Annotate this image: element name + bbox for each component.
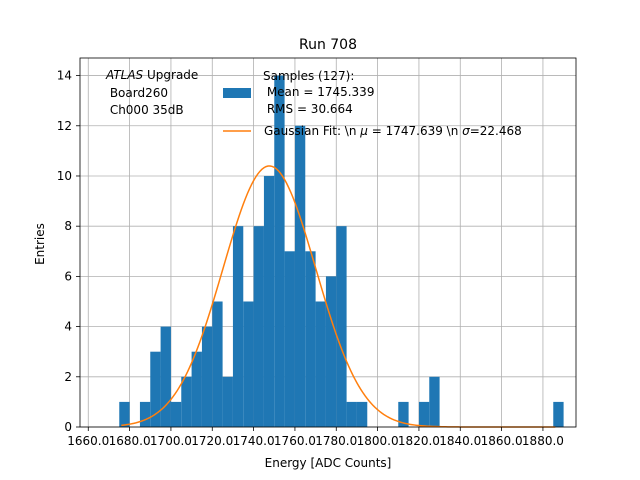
histogram-bar — [294, 125, 306, 427]
x-tick-label: 1880.0 — [522, 434, 564, 448]
histogram-bar — [274, 75, 285, 428]
histogram-bar — [119, 401, 130, 427]
legend-fit-mu: μ — [359, 124, 368, 138]
histogram-bar — [253, 226, 264, 427]
annotation-line-2: Board260 — [106, 86, 168, 100]
legend-histogram-line-1: Samples (127): — [263, 69, 354, 83]
x-tick-label: 1760.0 — [274, 434, 316, 448]
y-axis-ticks: 0 2 4 6 8 10 12 14 — [57, 69, 80, 434]
y-tick-label: 6 — [64, 269, 72, 283]
histogram-bar — [201, 326, 213, 427]
x-tick-label: 1860.0 — [481, 434, 523, 448]
x-axis-ticks: 1660.0 1680.0 1700.0 1720.0 1740.0 1760.0 1780… — [67, 427, 564, 448]
y-tick-label: 10 — [57, 169, 72, 183]
annotation-line-3: Ch000 35dB — [106, 103, 184, 117]
y-tick-label: 12 — [57, 119, 72, 133]
histogram-bar — [139, 401, 151, 427]
y-tick-label: 2 — [64, 370, 72, 384]
x-tick-label: 1680.0 — [109, 434, 151, 448]
histogram-bar — [553, 401, 564, 427]
atlas-annotation: ATLAS Upgrade Board260 Ch000 35dB — [105, 68, 198, 117]
legend-fit-prefix: Gaussian Fit: \n — [264, 124, 360, 138]
chart-title: Run 708 — [299, 37, 357, 53]
histogram-bar — [212, 301, 223, 427]
x-tick-label: 1840.0 — [439, 434, 481, 448]
histogram-bar — [243, 301, 254, 427]
histogram-bar — [284, 251, 295, 427]
histogram-bar — [418, 401, 430, 427]
histogram-bar — [336, 226, 347, 427]
x-tick-label: 1700.0 — [150, 434, 192, 448]
y-tick-label: 0 — [64, 420, 72, 434]
y-tick-label: 8 — [64, 219, 72, 233]
x-tick-label: 1820.0 — [398, 434, 440, 448]
axes-frame — [79, 57, 577, 428]
histogram-bar — [429, 376, 440, 427]
x-tick-label: 1780.0 — [315, 434, 357, 448]
legend-fit-mid: = 1747.639 \n — [368, 124, 462, 138]
histogram-bar — [181, 376, 192, 427]
histogram-bar — [356, 401, 368, 427]
legend-fit-label: Gaussian Fit: \n μ = 1747.639 \n σ=22.46… — [264, 124, 522, 138]
histogram-bar — [150, 351, 161, 427]
legend: Samples (127): Mean = 1745.339 RMS = 30.… — [223, 69, 522, 138]
legend-fit-end: =22.468 — [470, 124, 522, 138]
histogram-bar — [305, 251, 316, 427]
histogram-bar — [315, 301, 326, 427]
histogram-bar — [222, 376, 233, 427]
x-tick-label: 1740.0 — [233, 434, 275, 448]
x-tick-label: 1720.0 — [191, 434, 233, 448]
histogram-bar — [191, 351, 202, 427]
histogram-bar — [160, 326, 171, 427]
annotation-italic: ATLAS — [105, 68, 144, 82]
histogram-bar — [346, 401, 357, 427]
histogram-bars — [119, 75, 564, 428]
histogram-bar — [170, 401, 182, 427]
histogram-bar — [325, 276, 337, 427]
legend-fit-sigma: σ — [462, 124, 470, 138]
histogram-bar — [398, 401, 409, 427]
x-axis-label: Energy [ADC Counts] — [265, 456, 392, 470]
x-tick-label: 1800.0 — [357, 434, 399, 448]
legend-histogram-swatch — [223, 88, 251, 98]
y-tick-label: 4 — [64, 320, 72, 334]
annotation-line-1-rest: Upgrade — [143, 68, 198, 82]
histogram-bar — [263, 175, 275, 427]
x-tick-label: 1660.0 — [67, 434, 109, 448]
legend-histogram-line-2: Mean = 1745.339 — [263, 85, 374, 99]
y-axis-label: Entries — [33, 223, 47, 265]
histogram-bar — [232, 226, 244, 427]
annotation-line-1: ATLAS Upgrade — [105, 68, 198, 82]
y-tick-label: 14 — [57, 69, 72, 83]
legend-histogram-line-3: RMS = 30.664 — [263, 102, 353, 116]
